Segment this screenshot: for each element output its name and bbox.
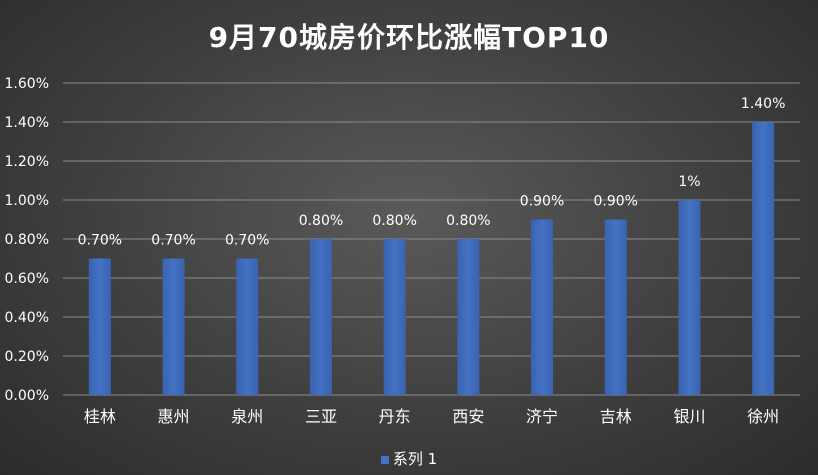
- x-tick-label: 桂林: [84, 407, 116, 426]
- y-tick-label: 0.60%: [5, 271, 49, 287]
- data-label: 0.90%: [520, 194, 564, 210]
- chart-title: 9月70城房价环比涨幅TOP10: [208, 21, 610, 54]
- y-tick-label: 1.40%: [5, 115, 49, 131]
- x-tick-label: 吉林: [600, 407, 632, 426]
- x-tick-label: 三亚: [305, 407, 337, 426]
- x-axis-ticks: 桂林 惠州 泉州 三亚 丹东 西安 济宁 吉林 银川 徐州: [84, 407, 779, 426]
- y-tick-label: 0.40%: [5, 310, 49, 326]
- data-label: 0.90%: [594, 194, 638, 210]
- bar: [531, 219, 554, 395]
- y-tick-label: 1.20%: [5, 154, 49, 170]
- bar: [88, 258, 111, 395]
- legend-swatch: [380, 455, 389, 464]
- data-label: 1.40%: [741, 96, 785, 112]
- data-labels: 0.70% 0.70% 0.70% 0.80% 0.80% 0.80% 0.90% 0.90%…: [78, 96, 786, 249]
- data-label: 0.80%: [446, 213, 490, 229]
- x-tick-label: 丹东: [379, 407, 411, 426]
- bar: [678, 200, 701, 395]
- data-label: 0.80%: [299, 213, 343, 229]
- y-tick-label: 0.80%: [5, 232, 49, 248]
- y-tick-label: 0.00%: [5, 388, 49, 404]
- data-label: 0.70%: [78, 233, 122, 249]
- y-tick-label: 1.00%: [5, 193, 49, 209]
- legend-label: 系列 1: [392, 450, 438, 468]
- gridlines: [63, 82, 800, 396]
- bar: [383, 239, 406, 395]
- x-tick-label: 银川: [673, 407, 705, 426]
- data-label: 0.70%: [225, 233, 269, 249]
- bar: [604, 219, 627, 395]
- y-tick-label: 1.60%: [5, 76, 49, 92]
- x-tick-label: 惠州: [158, 407, 190, 426]
- bars: [88, 122, 775, 395]
- data-label: 0.70%: [151, 233, 195, 249]
- y-tick-label: 0.20%: [5, 349, 49, 365]
- data-label: 1%: [678, 174, 700, 190]
- x-tick-label: 济宁: [526, 407, 558, 426]
- x-tick-label: 泉州: [231, 407, 263, 426]
- data-label: 0.80%: [372, 213, 416, 229]
- bar: [309, 239, 332, 395]
- bar: [236, 258, 259, 395]
- bar: [752, 122, 775, 395]
- y-axis-ticks: 0.00% 0.20% 0.40% 0.60% 0.80% 1.00% 1.20% 1.40%…: [5, 76, 49, 404]
- x-tick-label: 徐州: [747, 407, 779, 426]
- x-tick-label: 西安: [452, 407, 484, 426]
- bar: [457, 239, 480, 395]
- bar: [162, 258, 185, 395]
- legend: 系列 1: [0, 448, 818, 469]
